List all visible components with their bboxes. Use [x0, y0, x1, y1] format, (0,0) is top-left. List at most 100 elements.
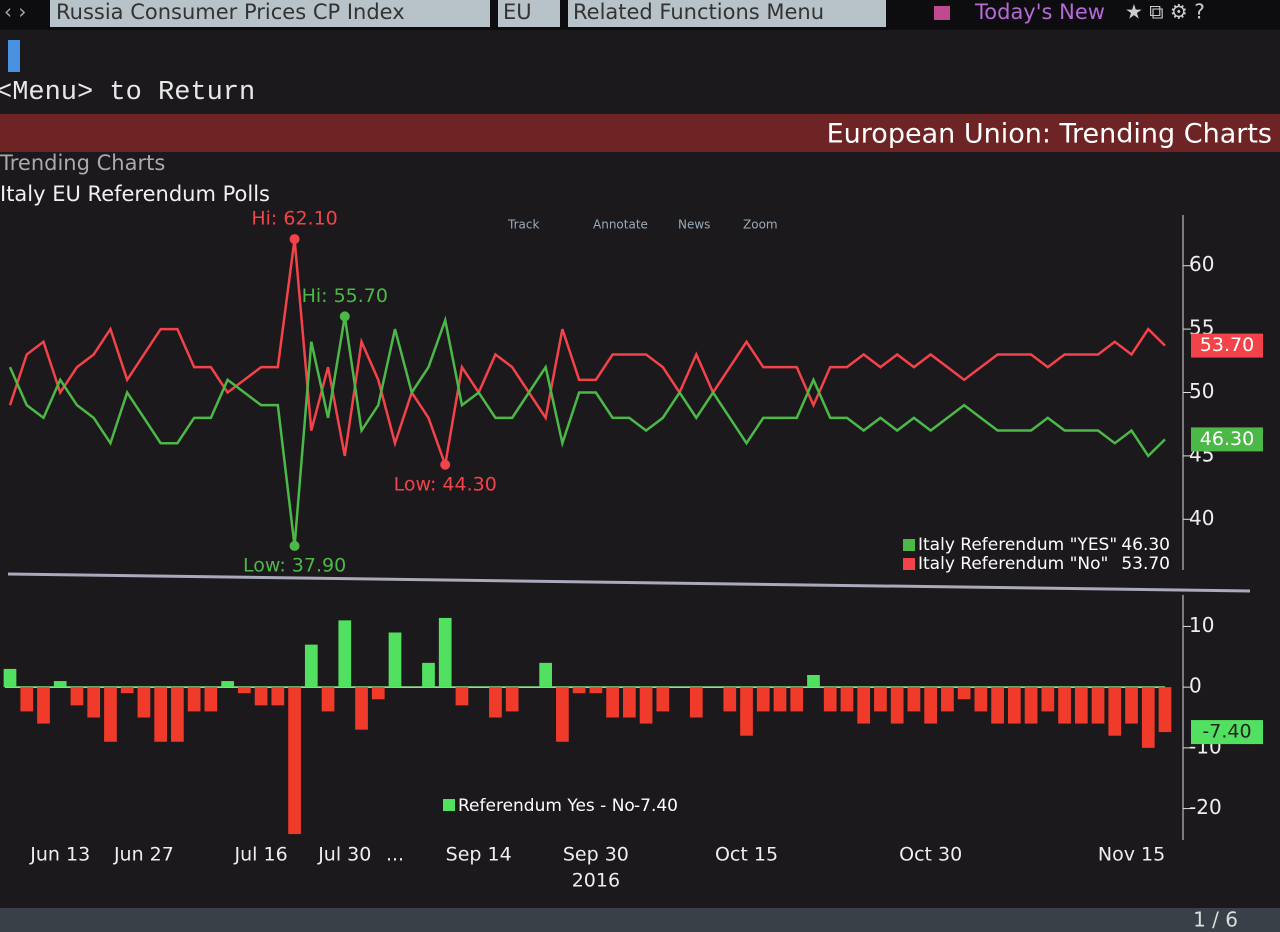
- tool-button[interactable]: Annotate: [593, 218, 648, 232]
- security-text: Russia Consumer Prices CP Index: [56, 0, 405, 24]
- bar: [991, 687, 1004, 724]
- extreme-annotation: Hi: 62.10: [251, 208, 337, 230]
- bar: [271, 687, 285, 706]
- functions-field[interactable]: [568, 0, 886, 27]
- bar: [455, 687, 469, 706]
- y-tick-label: 40: [1189, 506, 1214, 530]
- y-tick-label: 50: [1189, 379, 1214, 403]
- bar: [53, 681, 67, 688]
- legend-entry: Referendum Yes - No: [458, 796, 635, 816]
- x-tick-label: Jun 27: [113, 844, 174, 866]
- legend-value: -7.40: [634, 796, 678, 816]
- bar: [355, 687, 368, 730]
- legend-entry: Italy Referendum "No": [918, 554, 1108, 574]
- bar: [907, 687, 921, 712]
- x-tick-label: Sep 30: [563, 844, 629, 866]
- bar: [924, 687, 938, 724]
- x-tick-label: Nov 15: [1098, 844, 1165, 866]
- legend-swatch: [903, 558, 915, 570]
- extreme-annotation: Low: 37.90: [243, 554, 346, 576]
- bar: [438, 617, 452, 688]
- toolbar-icons[interactable]: ★ ⧉ ⚙ ?: [1125, 0, 1205, 24]
- bar: [489, 687, 502, 718]
- bar: [104, 687, 117, 742]
- extreme-marker: [289, 540, 300, 551]
- bar: [1091, 687, 1105, 724]
- x-tick-label: Jul 16: [234, 844, 288, 866]
- command-line: <Menu> to Return: [0, 78, 255, 108]
- bar: [171, 687, 184, 742]
- bar: [304, 644, 318, 688]
- bar: [740, 687, 753, 736]
- news-link[interactable]: Today's New: [974, 0, 1105, 24]
- bar: [756, 687, 770, 712]
- status-bar: [0, 908, 1280, 932]
- bar: [823, 687, 837, 712]
- bar: [87, 687, 101, 718]
- tool-button[interactable]: News: [678, 218, 710, 232]
- tool-button[interactable]: Zoom: [743, 218, 778, 232]
- extreme-marker: [440, 459, 451, 470]
- bar: [388, 632, 402, 688]
- bar: [120, 687, 134, 694]
- last-value-box: [1191, 333, 1263, 358]
- bar: [890, 687, 904, 724]
- header-title: European Union: Trending Charts: [827, 119, 1272, 150]
- mail-icon[interactable]: [934, 6, 950, 20]
- bar: [1141, 687, 1155, 748]
- bar: [20, 687, 34, 712]
- bar: [1024, 687, 1038, 724]
- bar: [639, 687, 653, 724]
- pager[interactable]: 1 / 6: [1193, 908, 1238, 932]
- functions-text: Related Functions Menu: [573, 0, 824, 24]
- x-tick-label: Oct 15: [715, 844, 778, 866]
- bar: [221, 681, 234, 688]
- tool-button[interactable]: Track: [507, 218, 539, 232]
- extreme-annotation: Hi: 55.70: [302, 285, 388, 307]
- bar: [807, 675, 820, 688]
- bar: [656, 687, 670, 712]
- bar: [154, 687, 168, 742]
- y-tick-label: -20: [1189, 795, 1222, 819]
- extreme-marker: [289, 234, 300, 245]
- y-tick-label: 10: [1189, 613, 1214, 637]
- extreme-annotation: Low: 44.30: [394, 473, 497, 495]
- bar: [622, 687, 636, 718]
- legend-entry: Italy Referendum "YES": [918, 535, 1117, 555]
- bar: [37, 687, 50, 724]
- bar: [1058, 687, 1071, 724]
- bar: [1125, 687, 1138, 724]
- bar: [723, 687, 737, 712]
- legend-value: 46.30: [1121, 535, 1170, 555]
- bar: [1074, 687, 1088, 724]
- security-field[interactable]: [50, 0, 490, 27]
- x-tick-label: Oct 30: [899, 844, 962, 866]
- x-tick-label: Sep 14: [446, 844, 512, 866]
- pane-divider: [7, 572, 1251, 593]
- bar: [539, 662, 553, 688]
- x-tick-label: Jun 13: [29, 844, 90, 866]
- bar: [773, 687, 787, 712]
- bar: [338, 620, 352, 688]
- nav-arrows[interactable]: ‹ ›: [4, 0, 26, 24]
- region-field[interactable]: [498, 0, 560, 27]
- bar: [371, 687, 385, 700]
- legend-swatch: [443, 799, 455, 811]
- bar: [941, 687, 954, 712]
- bar: [1108, 687, 1122, 736]
- bar: [840, 687, 854, 712]
- bar: [422, 662, 435, 688]
- bar: [321, 687, 335, 712]
- bar: [3, 668, 17, 688]
- series-line: [8, 315, 1166, 547]
- legend-value: 53.70: [1121, 554, 1170, 574]
- last-value-label: 46.30: [1200, 428, 1254, 450]
- bar: [957, 687, 971, 700]
- bar: [505, 687, 519, 712]
- bar: [790, 687, 804, 712]
- bar: [204, 687, 218, 712]
- bar: [1158, 687, 1172, 733]
- bar: [288, 687, 301, 835]
- bar: [572, 687, 586, 694]
